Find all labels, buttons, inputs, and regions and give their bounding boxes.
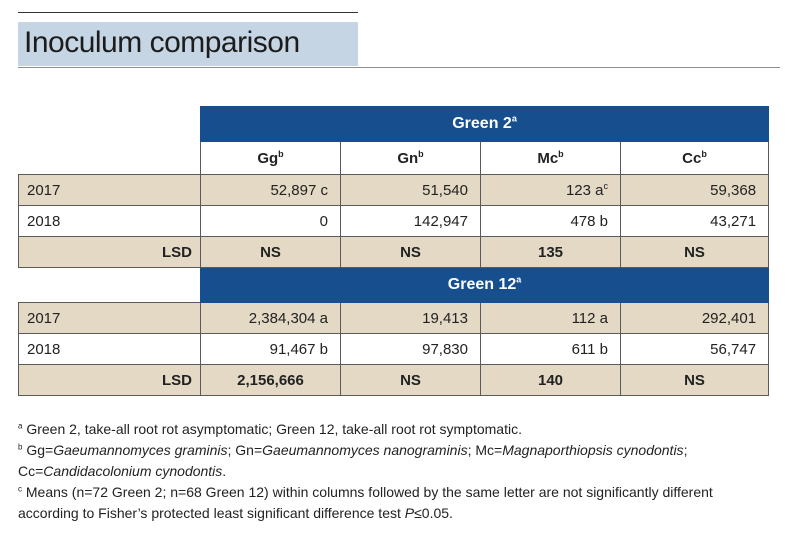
table-row: 2018 0 142,947 478 b 43,271 — [18, 205, 770, 237]
lsd-row: LSD 2,156,666 NS 140 NS — [18, 364, 770, 396]
gg-cell: 0 — [200, 205, 341, 237]
title-banner: Inoculum comparison — [18, 22, 358, 66]
mc-cell: 112 a — [480, 302, 621, 334]
year-cell: 2017 — [18, 302, 201, 334]
gg-cell: 2,384,304 a — [200, 302, 341, 334]
lsd-row: LSD NS NS 135 NS — [18, 236, 770, 268]
mc-cell: 123 ac — [480, 174, 621, 206]
table-row: 2018 91,467 b 97,830 611 b 56,747 — [18, 333, 770, 365]
group-header-row: Green 2a — [19, 106, 770, 142]
footnote-c: c Means (n=72 Green 2; n=68 Green 12) wi… — [18, 484, 713, 521]
group-header-row: Green 12a — [19, 267, 770, 303]
mc-lsd-cell: 135 — [480, 236, 621, 268]
column-header-cc: Ccb — [619, 141, 770, 175]
gg-lsd-cell: NS — [200, 236, 341, 268]
page-title: Inoculum comparison — [24, 26, 300, 59]
gn-lsd-cell: NS — [340, 236, 481, 268]
top-rule — [18, 12, 358, 13]
cc-cell: 59,368 — [619, 174, 770, 206]
gn-cell: 19,413 — [340, 302, 481, 334]
year-cell: 2018 — [18, 333, 201, 365]
column-header-gn: Gnb — [340, 141, 481, 175]
table-row: 2017 2,384,304 a 19,413 112 a 292,401 — [18, 302, 770, 334]
cc-cell: 56,747 — [619, 333, 770, 365]
mc-lsd-cell: 140 — [480, 364, 621, 396]
title-rule — [18, 67, 780, 68]
group-header-green-12: Green 12a — [199, 267, 770, 303]
column-header-gg: Ggb — [200, 141, 341, 175]
cc-lsd-cell: NS — [619, 236, 770, 268]
mc-cell: 611 b — [480, 333, 621, 365]
cc-cell: 292,401 — [619, 302, 770, 334]
blank-cell — [19, 268, 201, 303]
column-header-mc: Mcb — [480, 141, 621, 175]
cc-cell: 43,271 — [619, 205, 770, 237]
gn-cell: 97,830 — [340, 333, 481, 365]
gn-cell: 142,947 — [340, 205, 481, 237]
gg-cell: 52,897 c — [200, 174, 341, 206]
gg-lsd-cell: 2,156,666 — [200, 364, 341, 396]
cc-lsd-cell: NS — [619, 364, 770, 396]
gn-lsd-cell: NS — [340, 364, 481, 396]
footnote-a: a Green 2, take-all root rot asymptomati… — [18, 421, 522, 437]
mc-cell: 478 b — [480, 205, 621, 237]
blank-cell — [19, 142, 201, 175]
blank-cell — [19, 107, 201, 142]
group-header-green-2: Green 2a — [199, 106, 770, 142]
gn-cell: 51,540 — [340, 174, 481, 206]
footnote-b: b Gg=Gaeumannomyces graminis; Gn=Gaeuman… — [18, 442, 688, 479]
year-cell: 2017 — [18, 174, 201, 206]
column-header-row: Ggb Gnb Mcb Ccb — [19, 141, 770, 175]
lsd-label: LSD — [18, 364, 201, 396]
year-cell: 2018 — [18, 205, 201, 237]
table-row: 2017 52,897 c 51,540 123 ac 59,368 — [18, 174, 770, 206]
inoculum-table: Green 2a Ggb Gnb Mcb Ccb 2017 52,897 c 5… — [18, 106, 770, 396]
lsd-label: LSD — [18, 236, 201, 268]
gg-cell: 91,467 b — [200, 333, 341, 365]
footnotes: a Green 2, take-all root rot asymptomati… — [18, 419, 778, 524]
